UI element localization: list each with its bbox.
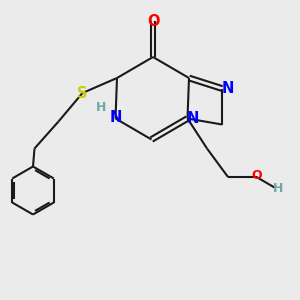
Text: H: H	[96, 100, 106, 114]
Text: N: N	[109, 110, 122, 124]
Text: O: O	[251, 169, 262, 182]
Text: S: S	[77, 85, 88, 100]
Text: H: H	[273, 182, 283, 196]
Text: N: N	[187, 111, 199, 126]
Text: O: O	[147, 14, 159, 28]
Text: N: N	[221, 81, 234, 96]
